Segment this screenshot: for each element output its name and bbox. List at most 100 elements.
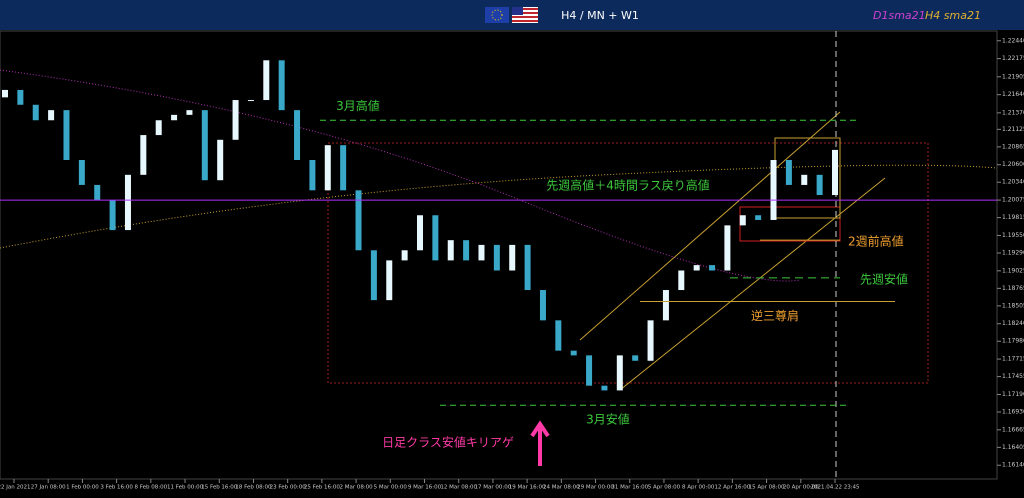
candle	[647, 320, 654, 361]
candle	[78, 160, 85, 185]
level-label: 逆三尊肩	[751, 308, 799, 323]
candle	[140, 135, 147, 175]
x-tick-label: 18 Feb 08:00	[235, 485, 272, 491]
candle	[386, 260, 393, 301]
y-tick-label: 1.22440	[1002, 37, 1024, 44]
candle	[493, 244, 500, 271]
candle	[355, 190, 362, 251]
ma-label-h4: H4 sma21	[925, 9, 981, 22]
us-stripes	[512, 8, 538, 22]
candle	[201, 110, 208, 181]
candle	[524, 244, 531, 291]
arrow	[530, 420, 550, 466]
y-tick-label: 1.17190	[1002, 391, 1024, 398]
x-tick-label: 15 Apr 08:00	[749, 485, 785, 491]
candle	[171, 114, 178, 121]
drawings	[0, 31, 998, 479]
x-tick-label: 2021.04.22 23:45	[810, 485, 860, 491]
candle	[832, 149, 838, 196]
candle	[48, 110, 55, 121]
candle	[401, 250, 408, 261]
x-tick-label: 5 Apr 08:00	[648, 485, 681, 491]
candle	[616, 355, 623, 391]
candle	[94, 184, 101, 201]
y-tick-label: 1.22175	[1002, 55, 1024, 62]
candle	[417, 215, 423, 251]
x-tick-label: 3 Feb 16:00	[100, 485, 133, 491]
candle	[278, 60, 285, 111]
eu-stars	[491, 9, 503, 21]
x-tick-label: 19 Mar 16:00	[509, 485, 546, 491]
candle	[586, 355, 593, 386]
x-tick-label: 25 Feb 16:00	[304, 485, 341, 491]
candle	[155, 120, 162, 136]
candle	[755, 215, 762, 220]
candle	[709, 265, 716, 271]
x-tick-label: 27 Jan 08:00	[31, 485, 66, 491]
x-tick-label: 24 Mar 08:00	[543, 485, 580, 491]
candle	[816, 174, 823, 196]
candle	[247, 100, 254, 102]
x-tick-label: 8 Feb 08:00	[135, 485, 168, 491]
x-tick-label: 15 Feb 16:00	[201, 485, 238, 491]
timeframe: H4 / MN + W1	[561, 9, 639, 22]
eu-flag	[485, 7, 509, 23]
y-tick-label: 1.21125	[1002, 126, 1024, 133]
y-tick-label: 1.21370	[1002, 109, 1024, 116]
x-tick-label: 12 Mar 08:00	[440, 485, 477, 491]
candle	[294, 110, 301, 161]
candle	[662, 290, 669, 321]
level-label: 先週安値	[860, 271, 908, 286]
candle	[693, 265, 700, 271]
x-tick-label: 5 Mar 00:00	[374, 485, 408, 491]
note: 日足クラス安値キリアゲ	[382, 435, 514, 450]
candle	[785, 160, 792, 185]
y-tick-label: 1.17455	[1002, 373, 1024, 380]
channel	[619, 177, 886, 391]
candle	[632, 355, 639, 361]
candle	[263, 60, 270, 101]
level-label: 3月高値	[336, 98, 380, 113]
y-tick-label: 1.18505	[1002, 302, 1024, 309]
x-tick-label: 23 Feb 00:00	[270, 485, 307, 491]
y-tick-label: 1.20600	[1002, 161, 1024, 168]
y-tick-label: 1.16405	[1002, 444, 1024, 451]
candle	[447, 240, 454, 261]
x-tick-label: 1 Feb 00:00	[66, 485, 99, 491]
y-tick-label: 1.19290	[1002, 249, 1024, 256]
y-tick-label: 1.19025	[1002, 267, 1024, 274]
candle	[186, 110, 193, 115]
candle	[2, 89, 8, 98]
candle	[770, 160, 777, 220]
candle	[539, 290, 546, 321]
candle	[370, 250, 377, 301]
candle	[463, 240, 470, 261]
candle	[570, 350, 577, 356]
y-tick-label: 1.16140	[1002, 462, 1024, 469]
x-tick-label: 20 Apr 00:00	[783, 485, 819, 491]
sma	[0, 69, 801, 282]
candle	[217, 139, 224, 181]
x-tick-label: 9 Mar 16:00	[408, 485, 442, 491]
us-canton	[512, 7, 523, 15]
candle	[109, 200, 116, 231]
sma	[0, 164, 998, 249]
y-tick-label: 1.17715	[1002, 356, 1024, 363]
level-label: 3月安値	[586, 412, 630, 427]
candle	[478, 244, 485, 261]
candle	[340, 145, 347, 191]
ma-label-d1: D1sma21	[873, 9, 926, 22]
y-tick-label: 1.20865	[1002, 143, 1024, 150]
candle	[555, 320, 562, 351]
y-tick-label: 1.16930	[1002, 408, 1024, 415]
level-label: 先週高値＋4時間ラス戻り高値	[546, 178, 709, 193]
candle	[232, 100, 239, 140]
channel	[579, 111, 841, 341]
candle	[678, 270, 685, 291]
candle	[509, 244, 516, 271]
y-tick-label: 1.20075	[1002, 197, 1024, 204]
y-tick-label: 1.16665	[1002, 426, 1024, 433]
y-tick-label: 1.20340	[1002, 179, 1024, 186]
x-tick-label: 17 Mar 00:00	[475, 485, 512, 491]
